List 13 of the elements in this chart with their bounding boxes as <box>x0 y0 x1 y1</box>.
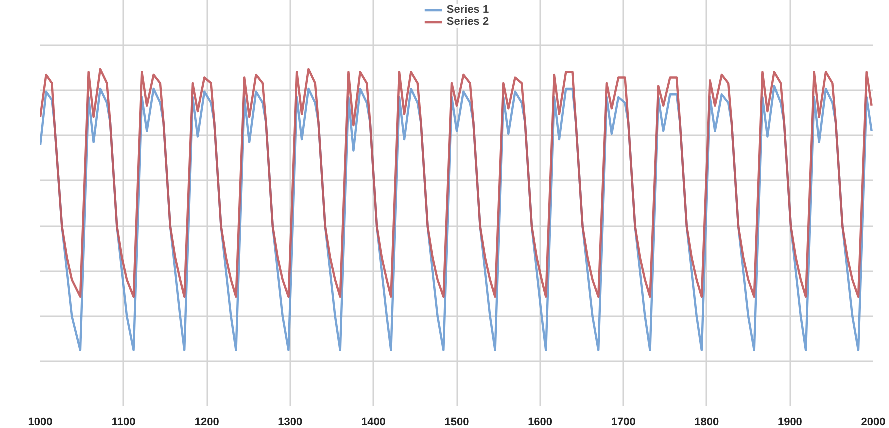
x-tick-label: 1200 <box>194 416 220 428</box>
x-tick-label: 1900 <box>778 416 802 428</box>
x-tick-label: 1800 <box>694 416 720 428</box>
x-tick-label: 1400 <box>361 416 386 428</box>
legend-label: Series 1 <box>446 4 490 16</box>
x-tick-label: 1300 <box>278 416 303 428</box>
x-tick-label: 1700 <box>611 416 636 428</box>
x-tick-label: 1100 <box>112 416 136 428</box>
x-tick-label: 2000 <box>861 416 886 428</box>
x-tick-label: 1600 <box>528 416 553 428</box>
x-tick-label: 1000 <box>28 416 53 428</box>
x-tick-label: 1500 <box>444 416 470 428</box>
legend-label: Series 2 <box>446 16 490 28</box>
